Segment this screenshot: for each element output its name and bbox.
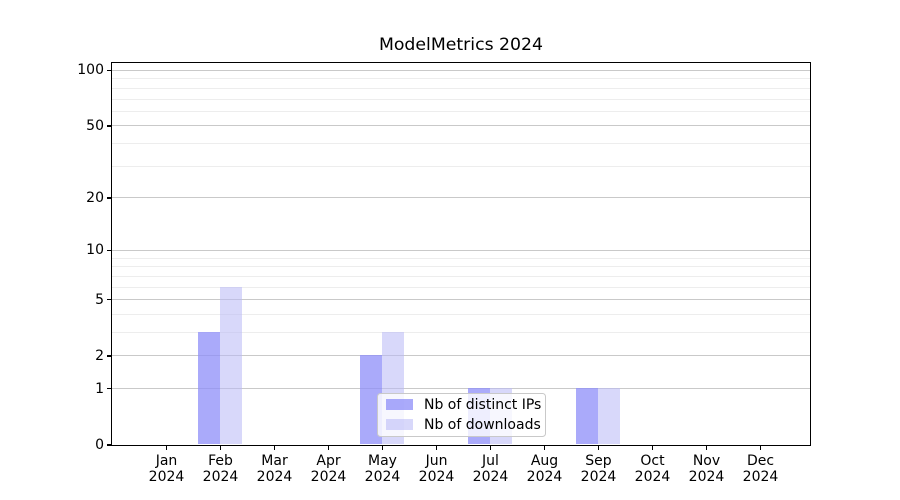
x-tick-mark xyxy=(273,446,276,450)
x-tick-label: Jul 2024 xyxy=(472,452,509,486)
legend-swatch-distinct-ips xyxy=(386,399,413,410)
x-tick-label: Aug 2024 xyxy=(526,452,563,486)
legend-swatch-downloads xyxy=(386,419,413,430)
y-tick-mark xyxy=(107,125,111,127)
legend-label-distinct-ips: Nb of distinct IPs xyxy=(424,396,542,413)
x-tick-label: Feb 2024 xyxy=(202,452,239,486)
y-gridline-major xyxy=(112,299,810,301)
y-gridline-major xyxy=(112,125,810,127)
x-tick-mark xyxy=(489,446,492,450)
y-gridline-major xyxy=(112,197,810,199)
x-tick-label: Oct 2024 xyxy=(634,452,671,486)
legend-item-distinct-ips: Nb of distinct IPs xyxy=(386,396,541,413)
y-gridline-minor xyxy=(112,286,810,288)
y-gridline-major xyxy=(112,355,810,357)
x-tick-mark xyxy=(705,446,708,450)
y-gridline-minor xyxy=(112,257,810,259)
y-tick-mark xyxy=(107,69,111,72)
x-tick-mark xyxy=(759,446,762,450)
x-tick-mark xyxy=(327,446,330,450)
y-tick-mark xyxy=(107,355,111,357)
y-gridline-minor xyxy=(112,275,810,277)
y-tick-label: 50 xyxy=(86,117,104,134)
x-tick-mark xyxy=(165,446,168,450)
bar-may-distinct-ips xyxy=(360,355,382,445)
x-tick-label: Jun 2024 xyxy=(418,452,455,486)
y-tick-label: 100 xyxy=(77,62,104,79)
x-tick-mark xyxy=(597,446,600,450)
x-tick-label: May 2024 xyxy=(364,452,401,486)
x-tick-label: Dec 2024 xyxy=(742,452,779,486)
bar-sep-downloads xyxy=(597,388,620,445)
chart-title: ModelMetrics 2024 xyxy=(378,35,544,55)
y-tick-label: 0 xyxy=(95,437,104,453)
y-tick-label: 20 xyxy=(86,189,104,206)
y-tick-label: 5 xyxy=(95,291,104,308)
y-tick-mark xyxy=(107,197,111,199)
bar-feb-downloads xyxy=(219,286,242,445)
legend: Nb of distinct IPs Nb of downloads xyxy=(377,392,546,437)
bar-sep-distinct-ips xyxy=(576,388,598,445)
x-tick-label: Jan 2024 xyxy=(148,452,185,486)
x-tick-label: Nov 2024 xyxy=(688,452,725,486)
y-tick-mark xyxy=(107,249,111,252)
x-tick-label: Mar 2024 xyxy=(256,452,293,486)
x-tick-mark xyxy=(381,446,384,450)
y-tick-label: 10 xyxy=(86,242,104,259)
x-tick-label: Apr 2024 xyxy=(310,452,347,486)
x-tick-mark xyxy=(219,446,222,450)
y-tick-mark xyxy=(107,298,111,301)
x-tick-label: Sep 2024 xyxy=(580,452,617,486)
y-gridline-minor xyxy=(112,165,810,167)
y-gridline-minor xyxy=(112,78,810,80)
y-gridline-minor xyxy=(112,87,810,89)
y-gridline-major xyxy=(112,388,810,390)
x-tick-mark xyxy=(543,446,546,450)
legend-label-downloads: Nb of downloads xyxy=(424,416,541,433)
y-gridline-minor xyxy=(112,98,810,100)
y-tick-mark xyxy=(107,388,111,390)
y-tick-label: 2 xyxy=(95,347,104,364)
x-tick-mark xyxy=(435,446,438,450)
y-gridline-minor xyxy=(112,266,810,268)
y-tick-label: 1 xyxy=(95,380,104,397)
y-gridline-major xyxy=(112,69,810,71)
y-gridline-minor xyxy=(112,331,810,333)
bar-feb-distinct-ips xyxy=(198,331,220,445)
y-tick-mark xyxy=(107,444,111,446)
y-gridline-major xyxy=(112,249,810,251)
y-gridline-minor xyxy=(112,110,810,112)
x-tick-mark xyxy=(651,446,654,450)
y-gridline-minor xyxy=(112,143,810,145)
legend-item-downloads: Nb of downloads xyxy=(386,416,541,433)
plot-area xyxy=(111,62,811,446)
y-gridline-minor xyxy=(112,313,810,315)
